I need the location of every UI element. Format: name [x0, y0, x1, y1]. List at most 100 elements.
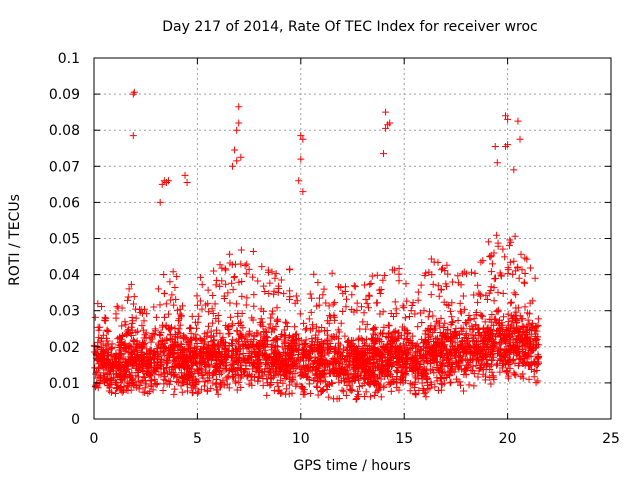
- data-point: [472, 332, 480, 340]
- data-point: [443, 261, 451, 269]
- data-point: [448, 299, 456, 307]
- data-point: [299, 188, 307, 196]
- data-point: [500, 313, 508, 321]
- data-point: [442, 345, 450, 353]
- data-point: [204, 376, 212, 384]
- data-point: [447, 337, 455, 345]
- data-point: [298, 382, 306, 390]
- data-point: [286, 287, 294, 295]
- data-point: [132, 305, 140, 313]
- data-point: [176, 364, 184, 372]
- data-point: [151, 349, 159, 357]
- data-point: [519, 359, 527, 367]
- data-point: [125, 285, 133, 293]
- data-point: [381, 271, 389, 279]
- data-point: [382, 108, 390, 116]
- data-point: [326, 359, 334, 367]
- data-point: [427, 378, 435, 386]
- data-point: [272, 335, 280, 343]
- data-point: [297, 132, 305, 140]
- data-point: [402, 280, 410, 288]
- data-point: [396, 359, 404, 367]
- data-point: [146, 334, 154, 342]
- data-point: [504, 115, 512, 123]
- data-point: [155, 371, 163, 379]
- data-point: [354, 387, 362, 395]
- data-point: [342, 303, 350, 311]
- data-point: [165, 310, 173, 318]
- data-point: [502, 347, 510, 355]
- data-point: [279, 379, 287, 387]
- data-point: [510, 328, 518, 336]
- data-point: [371, 336, 379, 344]
- data-point: [360, 340, 368, 348]
- data-point: [395, 277, 403, 285]
- data-point: [457, 307, 465, 315]
- data-point: [423, 365, 431, 373]
- data-point: [280, 348, 288, 356]
- data-point: [437, 314, 445, 322]
- data-point: [298, 347, 306, 355]
- data-point: [510, 289, 518, 297]
- data-point: [362, 349, 370, 357]
- data-point: [313, 382, 321, 390]
- data-point: [222, 321, 230, 329]
- data-point: [218, 277, 226, 285]
- data-point: [213, 357, 221, 365]
- data-point: [223, 380, 231, 388]
- data-point: [450, 328, 458, 336]
- data-point: [229, 372, 237, 380]
- data-point: [444, 270, 452, 278]
- data-point: [386, 119, 394, 127]
- data-point: [427, 291, 435, 299]
- data-point: [315, 294, 323, 302]
- data-point: [395, 347, 402, 355]
- data-point: [337, 284, 345, 292]
- data-point: [330, 395, 338, 403]
- data-point: [179, 346, 187, 354]
- data-point: [228, 360, 236, 368]
- data-point: [462, 330, 470, 338]
- data-point: [265, 324, 273, 332]
- data-point: [525, 346, 533, 354]
- data-point: [191, 376, 199, 384]
- data-point: [506, 258, 514, 266]
- data-point: [148, 332, 156, 340]
- data-point: [460, 268, 468, 276]
- data-point: [378, 369, 386, 377]
- data-point: [248, 381, 256, 389]
- data-point: [96, 380, 104, 388]
- data-point: [481, 337, 489, 345]
- data-point: [488, 368, 496, 376]
- data-point: [220, 381, 228, 389]
- data-point: [145, 356, 153, 364]
- data-point: [258, 339, 266, 347]
- data-point: [116, 385, 124, 393]
- data-point: [261, 346, 269, 354]
- data-point: [272, 369, 280, 377]
- x-tick-label: 25: [602, 431, 620, 447]
- data-point: [295, 334, 303, 342]
- data-point: [143, 345, 151, 353]
- data-point: [238, 310, 246, 318]
- data-point: [233, 367, 241, 375]
- data-point: [214, 363, 222, 371]
- data-point: [488, 260, 496, 268]
- data-point: [401, 314, 409, 322]
- data-point: [534, 322, 542, 330]
- data-point: [98, 350, 106, 358]
- data-point: [183, 364, 191, 372]
- data-point: [173, 378, 181, 386]
- data-point: [186, 345, 194, 353]
- data-point: [181, 357, 189, 365]
- data-point: [204, 347, 212, 355]
- data-point: [125, 343, 133, 351]
- data-point: [388, 331, 396, 339]
- data-point: [235, 319, 243, 327]
- data-point: [222, 339, 230, 347]
- data-point: [367, 280, 375, 288]
- data-point: [352, 346, 360, 354]
- data-point: [348, 346, 356, 354]
- data-point: [94, 374, 102, 382]
- data-point: [321, 361, 329, 369]
